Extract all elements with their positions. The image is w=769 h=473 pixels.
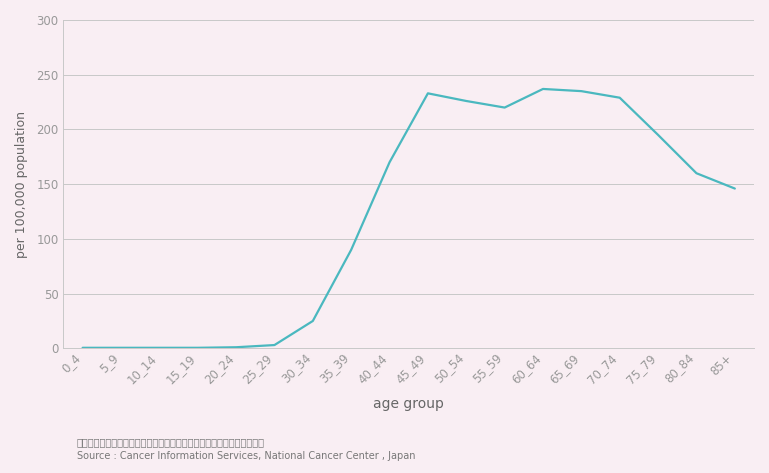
Y-axis label: per 100,000 population: per 100,000 population: [15, 111, 28, 258]
Text: 資料：国立がん研究センターがん対策情報センター「がん登録・統計」
Source : Cancer Information Services, National : 資料：国立がん研究センターがん対策情報センター「がん登録・統計」 Source …: [77, 437, 415, 461]
X-axis label: age group: age group: [373, 397, 444, 411]
